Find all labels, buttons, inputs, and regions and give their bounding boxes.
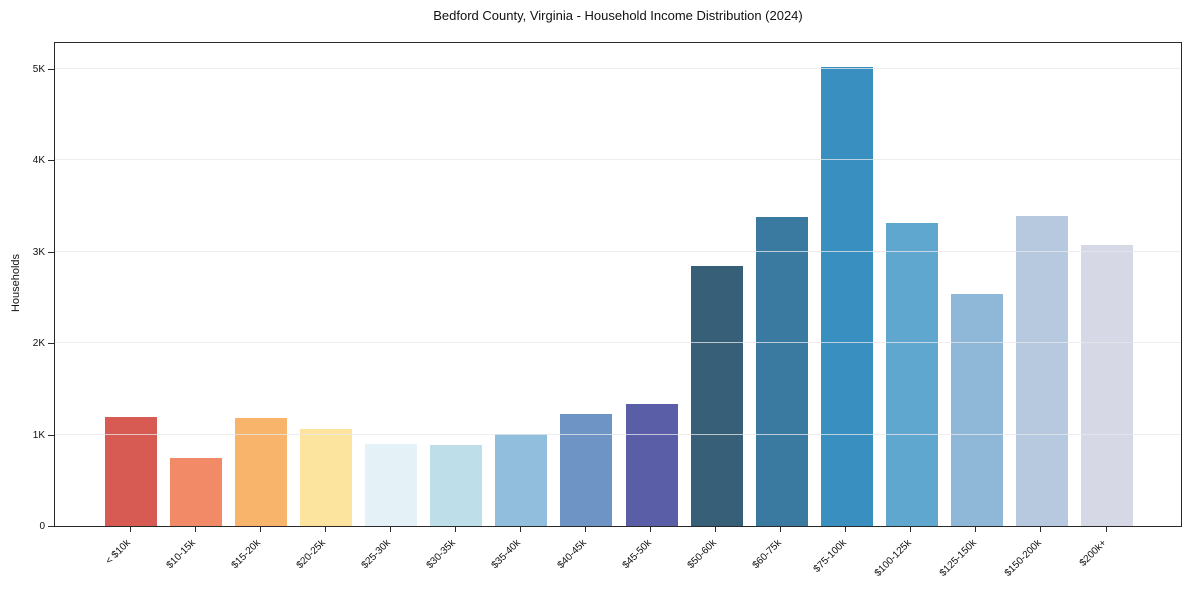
- x-tick-label: $50-60k: [685, 537, 719, 571]
- bar-$40-45k: [560, 414, 613, 526]
- x-tick-mark: [910, 527, 912, 532]
- x-tick-label: $200k+: [1077, 537, 1109, 569]
- bar-$60-75k: [755, 216, 808, 526]
- x-tick-mark: [650, 527, 651, 532]
- y-tick-mark: [48, 160, 54, 161]
- y-tick-label: 0: [39, 521, 45, 532]
- x-tick-mark: [845, 527, 847, 532]
- y-tick-label: 1K: [32, 429, 45, 441]
- y-tick-mark: [48, 343, 54, 344]
- bar-< $10k: [105, 417, 157, 526]
- x-tick-label: $75-100k: [811, 537, 849, 575]
- chart-title: Bedford County, Virginia - Household Inc…: [433, 8, 803, 23]
- bar-$20-25k: [300, 429, 353, 526]
- y-tick-label: 3K: [32, 246, 45, 258]
- x-tick-mark: [715, 527, 717, 532]
- bar-$10-15k: [170, 458, 223, 526]
- bar-$25-30k: [365, 443, 418, 526]
- x-tick-mark: [975, 527, 977, 532]
- x-tick-label: $150-200k: [1002, 537, 1044, 579]
- x-tick-label: $10-15k: [164, 537, 198, 571]
- x-tick-mark: [1105, 527, 1107, 532]
- x-tick-label: $35-40k: [489, 537, 524, 571]
- plot-area: [54, 42, 1182, 527]
- bars-layer: [55, 43, 1181, 526]
- bar-$30-35k: [430, 444, 483, 526]
- x-tick-label: < $10k: [103, 537, 133, 567]
- x-tick-label: $40-45k: [555, 537, 589, 571]
- x-tick-label: $25-30k: [359, 537, 394, 571]
- x-tick-mark: [585, 527, 586, 532]
- bar-$50-60k: [690, 266, 743, 526]
- bar-$35-40k: [495, 433, 548, 526]
- x-tick-label: $30-35k: [424, 537, 459, 571]
- y-tick-label: 5K: [32, 63, 45, 75]
- x-tick-mark: [454, 527, 456, 532]
- x-tick-mark: [194, 527, 196, 532]
- bar-$125-150k: [950, 293, 1003, 526]
- x-tick-mark: [259, 527, 261, 532]
- y-tick-label: 2K: [32, 338, 45, 349]
- y-axis-label: Households: [10, 253, 22, 313]
- x-tick-mark: [324, 527, 326, 532]
- x-tick-label: $125-150k: [937, 537, 979, 579]
- bar-$150-200k: [1015, 215, 1068, 526]
- bar-$200k+: [1081, 245, 1133, 526]
- x-tick-mark: [519, 527, 521, 532]
- x-tick-label: $45-50k: [620, 537, 654, 571]
- x-tick-mark: [389, 527, 391, 532]
- x-tick-label: $60-75k: [750, 537, 784, 571]
- x-tick-label: $20-25k: [294, 537, 329, 571]
- y-tick-mark: [48, 251, 54, 253]
- bar-$45-50k: [625, 404, 678, 526]
- x-tick-label: $15-20k: [229, 537, 263, 571]
- x-tick-label: $100-125k: [872, 537, 914, 579]
- y-tick-mark: [48, 68, 54, 70]
- x-tick-mark: [129, 527, 131, 532]
- bar-$15-20k: [235, 418, 288, 526]
- y-tick-mark: [48, 434, 54, 436]
- x-tick-mark: [1040, 527, 1042, 532]
- y-tick-mark: [48, 526, 54, 527]
- y-tick-label: 4K: [32, 155, 45, 166]
- x-tick-mark: [780, 527, 782, 532]
- bar-$75-100k: [820, 66, 873, 526]
- bar-$100-125k: [885, 223, 938, 526]
